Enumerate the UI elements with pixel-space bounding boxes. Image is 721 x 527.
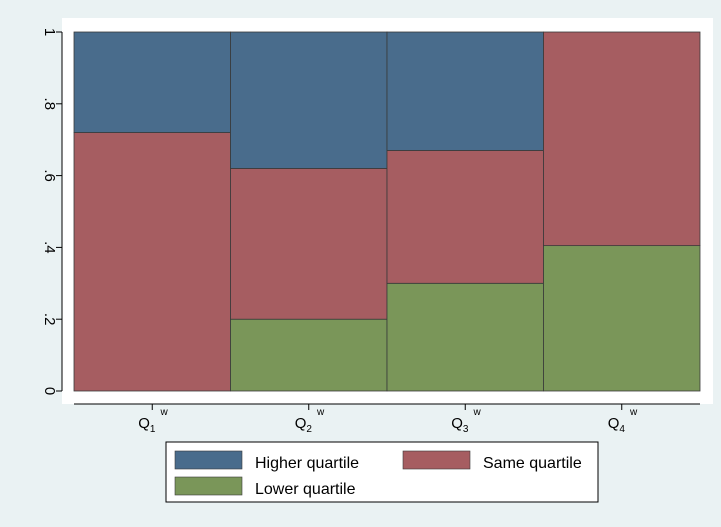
y-tick-label: 0: [41, 387, 58, 395]
bar-segment-same-quartile-q2: [230, 168, 388, 320]
bar-segment-higher-quartile-q2: [230, 31, 388, 169]
y-tick-label: .8: [41, 98, 58, 111]
bars-group: [73, 31, 701, 392]
axes-group: 0 .2 .4 .6 .8 1 Q1w Q2w Q3w Q4w: [41, 28, 700, 435]
legend-label-same-quartile: Same quartile: [483, 455, 582, 472]
legend-swatch-lower-quartile: [174, 476, 243, 496]
bar-segment-lower-quartile-q4: [543, 245, 701, 392]
bar-segment-same-quartile-q3: [386, 150, 544, 284]
bar-segment-higher-quartile-q3: [386, 31, 544, 151]
legend-label-lower-quartile: Lower quartile: [255, 481, 356, 498]
legend: Higher quartile Same quartile Lower quarti…: [165, 441, 599, 503]
x-tick-label: Q1w: [138, 407, 168, 435]
y-tick-label: .2: [41, 313, 58, 326]
bar-segment-lower-quartile-q2: [230, 318, 388, 392]
y-tick-label: .4: [41, 241, 58, 254]
bar-segment-lower-quartile-q3: [386, 282, 544, 392]
legend-label-higher-quartile: Higher quartile: [255, 455, 359, 472]
bar-segment-same-quartile-q4: [543, 31, 701, 247]
bar-segment-higher-quartile-q1: [73, 31, 231, 133]
x-tick-label: Q4w: [608, 407, 638, 435]
legend-swatch-same-quartile: [402, 450, 471, 470]
legend-swatch-higher-quartile: [174, 450, 243, 470]
x-tick-label: Q2w: [295, 407, 325, 435]
x-tick-label: Q3w: [451, 407, 481, 435]
y-tick-label: .6: [41, 169, 58, 182]
y-tick-label: 1: [41, 28, 58, 36]
bar-segment-same-quartile-q1: [73, 132, 231, 392]
